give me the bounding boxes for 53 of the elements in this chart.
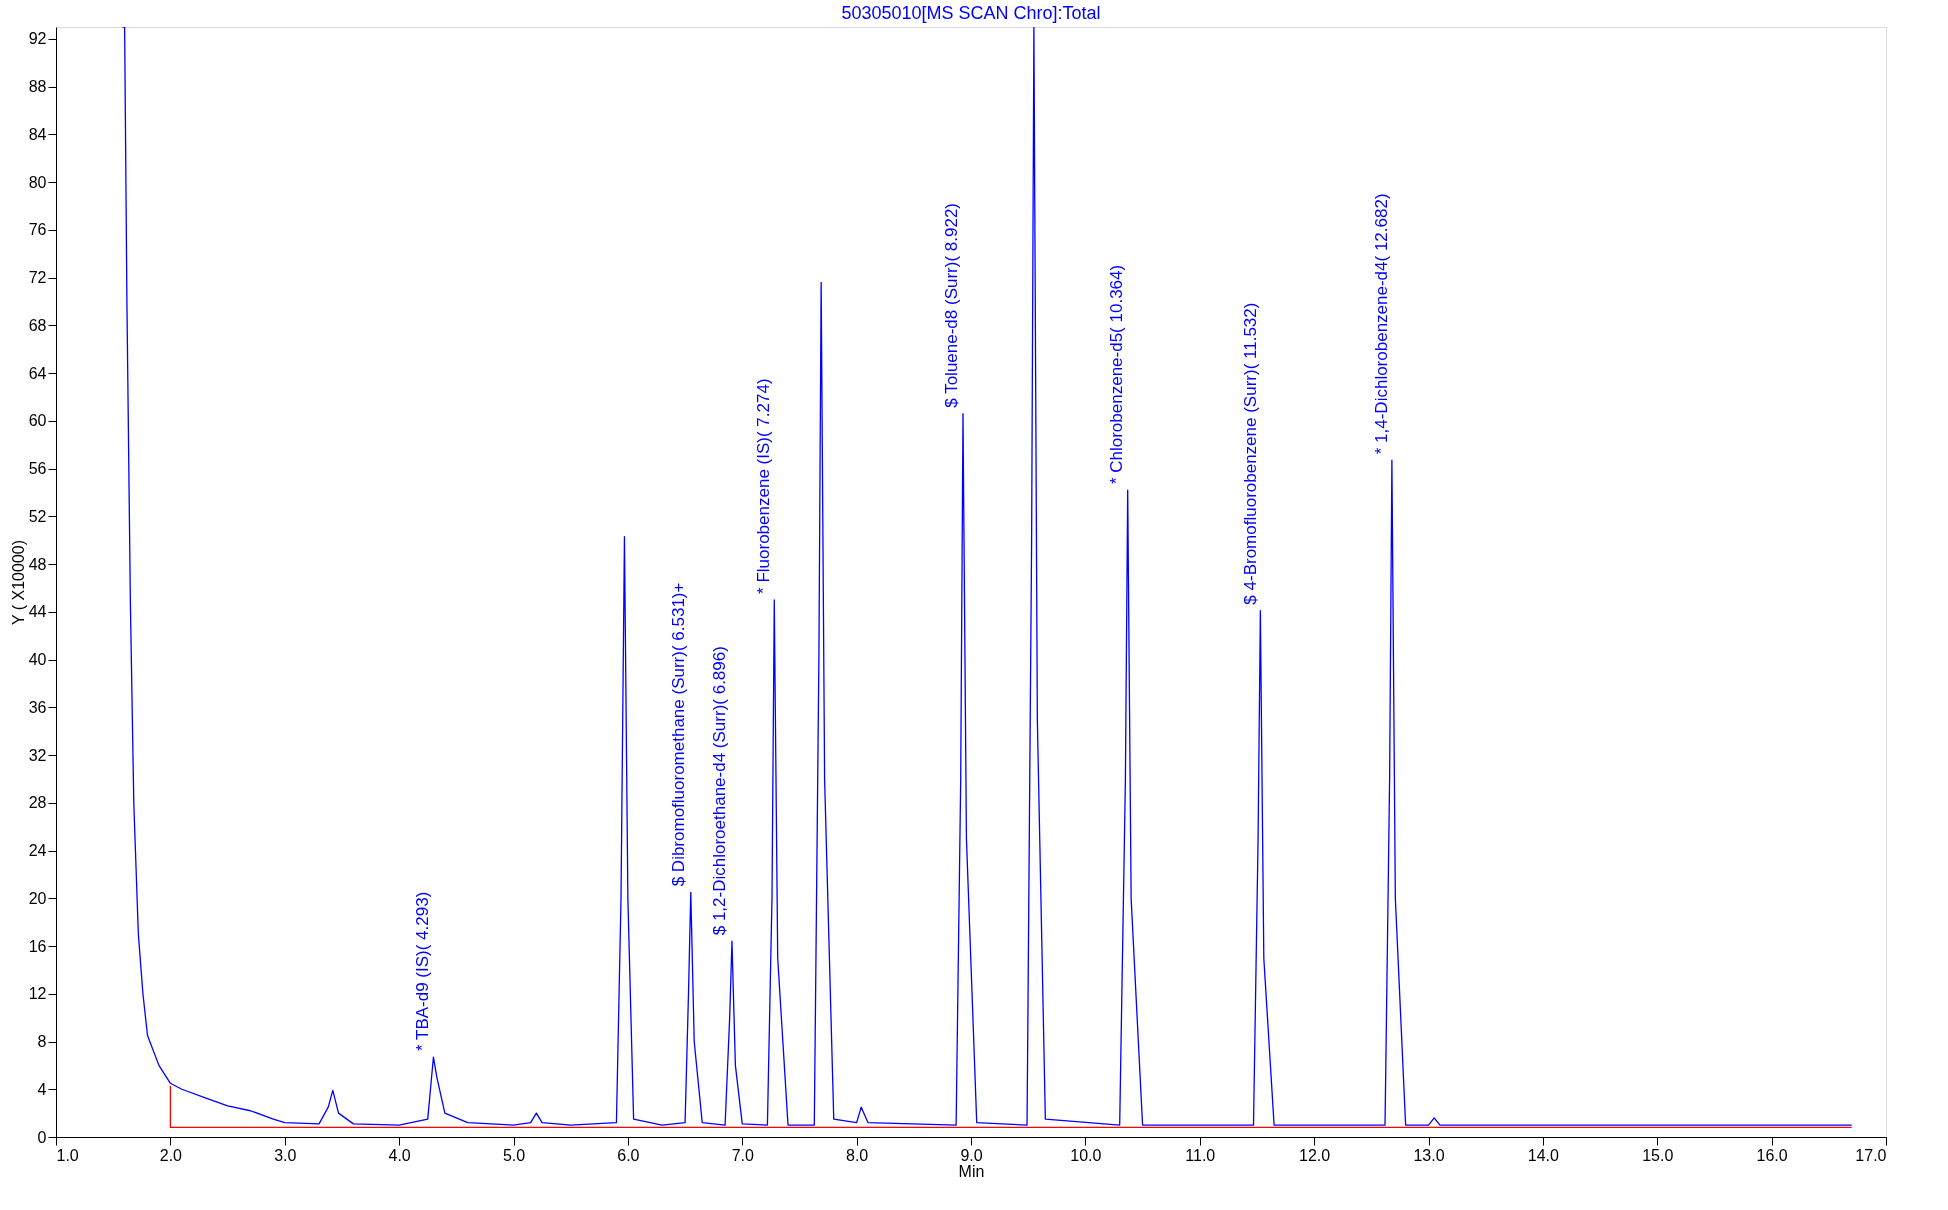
annotation: $ 1,2-Dichloroethane-d4 (Surr)( 6.896) — [710, 646, 730, 936]
x-axis-title: Min — [958, 1162, 985, 1180]
y-tick-label: 68 — [28, 316, 47, 334]
y-tick-label: 64 — [28, 364, 47, 382]
y-tick-label: 92 — [28, 30, 47, 48]
chart-title: 50305010[MS SCAN Chro]:Total — [841, 3, 1101, 23]
x-tick-label: 3.0 — [274, 1146, 297, 1164]
annotation: * 1,4-Dichlorobenzene-d4( 12.682) — [1372, 193, 1392, 455]
x-tick-label: 5.0 — [502, 1146, 526, 1164]
x-tick-label: 4.0 — [388, 1146, 411, 1164]
y-tick-label: 80 — [28, 173, 47, 191]
annotation: $ Dibromofluoromethane (Surr)( 6.531)+ — [668, 582, 688, 887]
annotation: * TBA-d9 (IS)( 4.293) — [412, 891, 432, 1052]
x-tick-label: 14.0 — [1527, 1146, 1560, 1164]
x-tick-label: 2.0 — [159, 1146, 183, 1164]
x-tick-label: 1.0 — [56, 1146, 79, 1164]
x-tick-label: 8.0 — [846, 1146, 869, 1164]
y-tick-label: 60 — [28, 412, 47, 430]
y-axis-title: Y ( X10000) — [9, 539, 27, 626]
y-tick-label: 20 — [28, 889, 47, 907]
y-tick-label: 4 — [37, 1080, 47, 1098]
x-tick-label: 16.0 — [1756, 1146, 1788, 1164]
y-tick-label: 16 — [28, 937, 47, 955]
y-tick-label: 24 — [28, 842, 47, 860]
y-tick-label: 88 — [28, 78, 47, 96]
annotation: $ Toluene-d8 (Surr)( 8.922) — [942, 202, 962, 408]
y-tick-label: 0 — [37, 1128, 47, 1146]
y-tick-label: 44 — [28, 603, 47, 621]
x-tick-label: 6.0 — [617, 1146, 640, 1164]
x-tick-label: 15.0 — [1642, 1146, 1674, 1164]
x-tick-label: 12.0 — [1299, 1146, 1331, 1164]
x-tick-label: 11.0 — [1185, 1146, 1216, 1164]
y-tick-label: 84 — [28, 125, 47, 143]
x-tick-label: 13.0 — [1413, 1146, 1445, 1164]
y-tick-label: 28 — [28, 794, 47, 812]
annotation: * Chlorobenzene-d5( 10.364) — [1107, 264, 1127, 485]
y-tick-label: 56 — [28, 460, 47, 478]
y-tick-label: 52 — [28, 507, 47, 525]
x-tick-label: 10.0 — [1070, 1146, 1102, 1164]
y-tick-label: 48 — [28, 555, 47, 573]
x-tick-label: 7.0 — [731, 1146, 754, 1164]
x-tick-label: 17.0 — [1855, 1146, 1887, 1164]
y-tick-label: 76 — [28, 221, 47, 239]
y-tick-label: 40 — [28, 651, 47, 669]
y-tick-label: 72 — [28, 269, 47, 287]
y-tick-label: 12 — [28, 985, 47, 1003]
y-tick-label: 8 — [37, 1033, 47, 1051]
line-series — [121, 27, 1853, 1126]
annotation: $ 4-Bromofluorobenzene (Surr)( 11.532) — [1240, 302, 1260, 605]
x-tick-label: 9.0 — [960, 1146, 983, 1164]
annotation: * Fluorobenzene (IS)( 7.274) — [753, 378, 773, 594]
y-tick-label: 36 — [28, 698, 47, 716]
y-tick-label: 32 — [28, 746, 47, 764]
